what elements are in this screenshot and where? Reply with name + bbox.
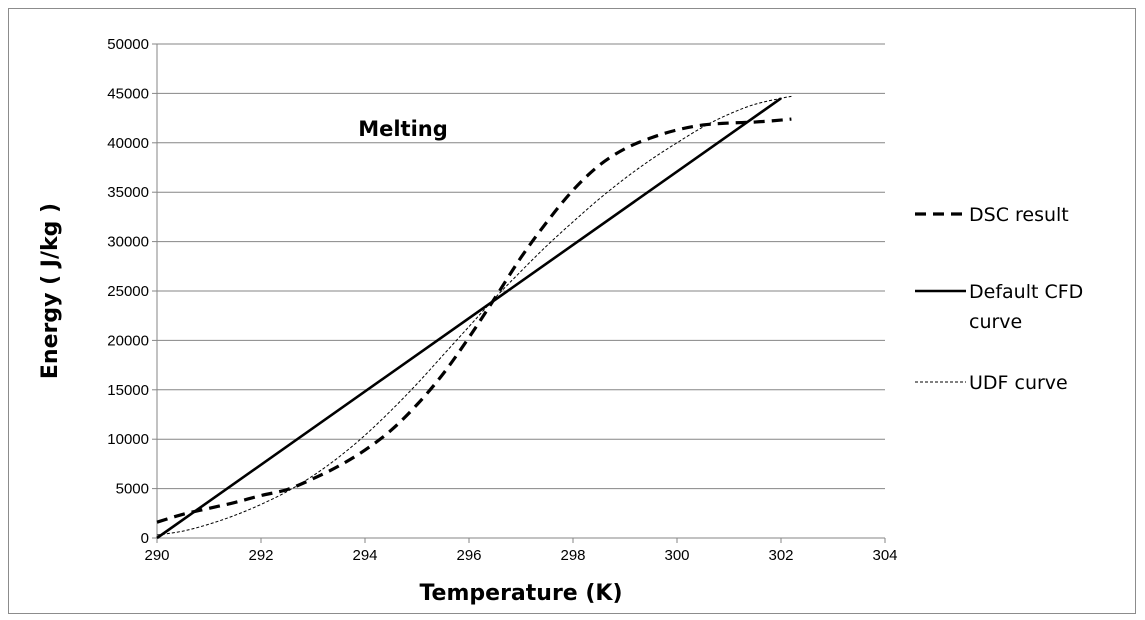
x-axis-title: Temperature (K): [419, 581, 622, 606]
y-tick-label-30000: 30000: [107, 234, 149, 251]
y-tick-label-15000: 15000: [107, 382, 149, 399]
chart-svg: 0 5000 10000 15000 20000 25000 30000 35000 40000…: [38, 36, 1083, 606]
x-tick-label-290: 290: [144, 547, 169, 564]
legend-label-udf-curve: UDF curve: [969, 372, 1068, 394]
y-tick-label-0: 0: [141, 530, 149, 547]
y-tick-label-25000: 25000: [107, 283, 149, 300]
legend-label-default-cfd-curve: Default CFD curve: [969, 281, 1083, 333]
legend-label-dsc-result: DSC result: [969, 204, 1069, 226]
gridlines: [157, 43, 885, 490]
series-line-dsc-result: [156, 117, 792, 524]
series-line-udf-curve: [156, 95, 792, 536]
x-tick-label-298: 298: [560, 547, 585, 564]
annotation-melting: Melting: [358, 117, 448, 141]
legend: DSC result Default CFD curve UDF curve: [915, 204, 1083, 394]
series-lines: [156, 95, 792, 540]
y-tick-label-45000: 45000: [107, 85, 149, 102]
y-axis-title: Energy ( J/kg ): [38, 203, 63, 379]
x-tick-label-296: 296: [456, 547, 481, 564]
y-tick-label-20000: 20000: [107, 332, 149, 349]
series-line-default-cfd-curve: [156, 97, 782, 540]
x-tick-label-292: 292: [248, 547, 273, 564]
x-tick-label-294: 294: [352, 547, 377, 564]
x-tick-label-300: 300: [664, 547, 689, 564]
x-tick-label-302: 302: [768, 547, 793, 564]
y-tick-label-5000: 5000: [116, 481, 149, 498]
chart-frame: 0 5000 10000 15000 20000 25000 30000 35000 40000…: [8, 8, 1136, 614]
x-tick-label-304: 304: [872, 547, 897, 564]
y-tick-label-35000: 35000: [107, 184, 149, 201]
y-tick-label-10000: 10000: [107, 431, 149, 448]
y-tick-label-50000: 50000: [107, 36, 149, 53]
y-tick-label-40000: 40000: [107, 135, 149, 152]
tick-labels: 0 5000 10000 15000 20000 25000 30000 35000 40000…: [107, 36, 897, 564]
